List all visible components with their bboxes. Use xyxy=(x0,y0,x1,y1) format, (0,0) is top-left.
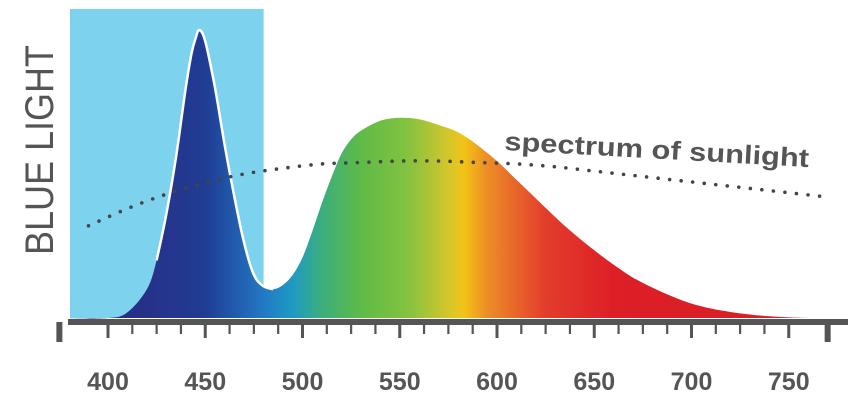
x-tick-label: 450 xyxy=(184,368,226,394)
blue-light-label: BLUE LIGHT xyxy=(18,45,62,255)
blue-peak-outline xyxy=(155,28,274,291)
plot-area xyxy=(59,9,830,319)
x-tick-label: 750 xyxy=(768,368,810,394)
x-tick-label: 700 xyxy=(671,368,713,394)
x-tick-label: 550 xyxy=(379,368,421,394)
x-tick-label: 650 xyxy=(573,368,615,394)
x-tick-label: 500 xyxy=(282,368,324,394)
sunlight-curve xyxy=(86,159,830,228)
x-tick-label: 400 xyxy=(87,368,129,394)
led-spectrum-area xyxy=(59,29,809,319)
x-axis: 400 450 500 550 600 650 700 750 xyxy=(56,319,848,394)
sunlight-annotation: spectrum of sunlight xyxy=(504,126,811,173)
x-tick-label: 600 xyxy=(476,368,518,394)
